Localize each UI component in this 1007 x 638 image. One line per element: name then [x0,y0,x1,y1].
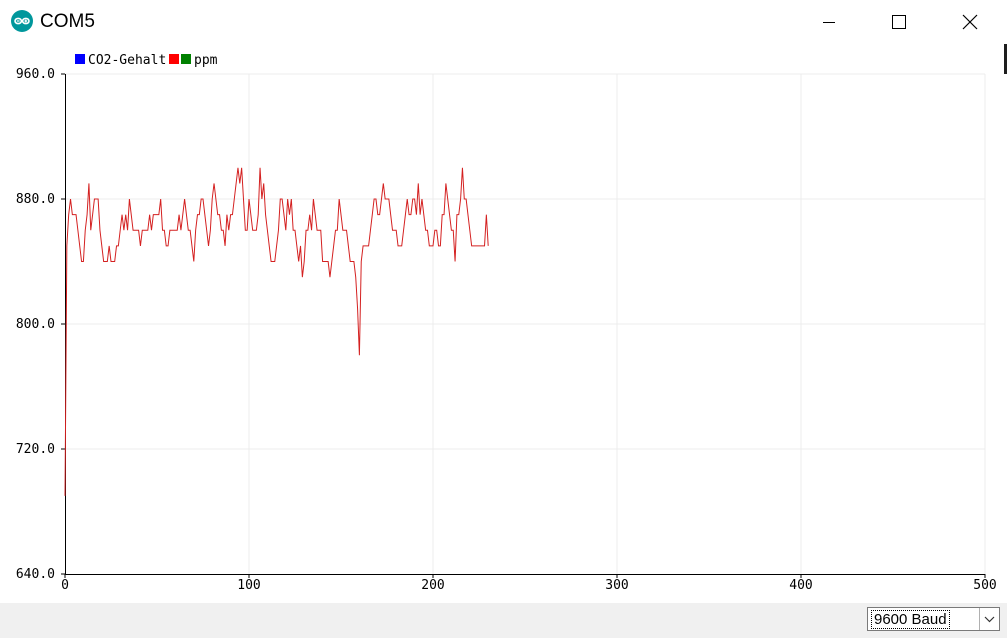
chevron-down-icon[interactable] [979,608,999,630]
minimize-icon [823,22,835,23]
x-tick-label: 300 [605,578,628,593]
chart-legend: CO2-Gehalt ppm [75,53,218,68]
y-tick-label: 640.0 [16,567,55,582]
baud-rate-value: 9600 Baud [871,610,950,629]
x-tick-label: 0 [61,578,69,593]
maximize-button[interactable] [876,0,922,44]
series-line [64,167,489,496]
baud-rate-select[interactable]: 9600 Baud [867,607,1000,631]
y-axis-ticks: 960.0 880.0 800.0 720.0 640.0 [16,67,65,582]
x-axis-ticks: 0 100 200 300 400 500 [61,574,997,593]
x-tick-label: 100 [237,578,260,593]
chart-series [64,167,489,496]
bottom-toolbar [0,603,1007,638]
legend-swatch [169,54,179,64]
window-edge [1004,44,1007,74]
legend-label: CO2-Gehalt [88,53,166,68]
y-tick-label: 800.0 [16,317,55,332]
x-tick-label: 500 [973,578,996,593]
close-icon [962,14,978,30]
legend-swatch [181,54,191,64]
y-tick-label: 960.0 [16,67,55,82]
serial-plotter-chart: 960.0 880.0 800.0 720.0 640.0 0 100 200 300 400 5… [16,53,997,593]
arduino-logo-icon [11,10,33,32]
legend-label: ppm [194,53,218,68]
chart-grid [65,73,986,574]
close-button[interactable] [947,0,993,44]
y-tick-label: 720.0 [16,442,55,457]
maximize-icon [892,15,906,29]
title-bar: COM5 [0,0,1007,44]
y-tick-label: 880.0 [16,192,55,207]
window-title: COM5 [40,11,95,32]
x-tick-label: 400 [789,578,812,593]
legend-swatch [75,54,85,64]
x-tick-label: 200 [421,578,444,593]
minimize-button[interactable] [806,0,852,44]
